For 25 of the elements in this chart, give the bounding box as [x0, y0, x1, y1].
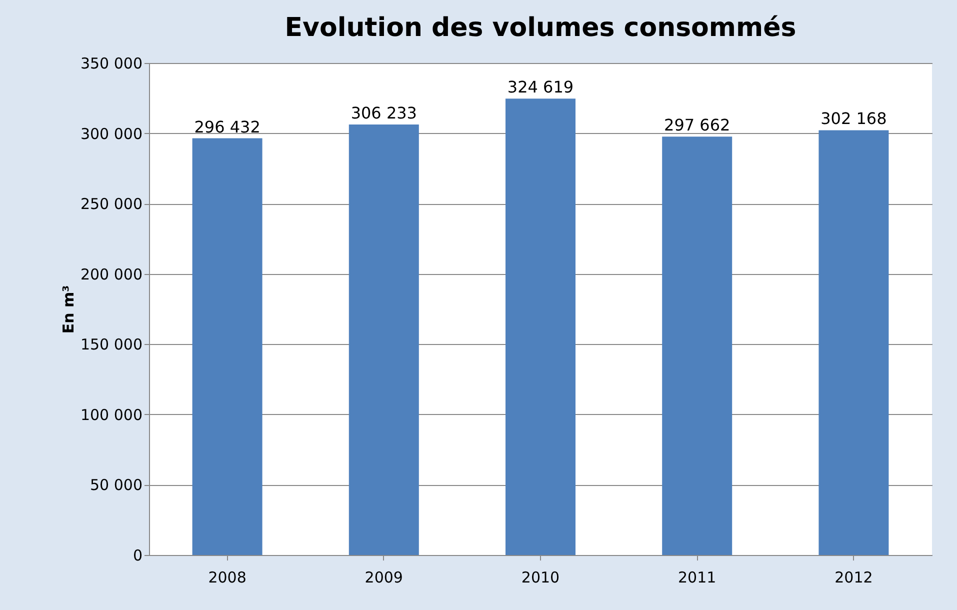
data-label: 302 168	[820, 109, 887, 128]
x-tick-label: 2008	[208, 568, 246, 586]
x-tick-label: 2012	[834, 568, 873, 586]
x-tick-label: 2011	[678, 568, 716, 586]
y-tick-label: 50 000	[90, 476, 142, 494]
bar	[348, 124, 419, 555]
y-tick-label: 250 000	[80, 195, 142, 214]
data-label: 297 662	[664, 116, 730, 135]
x-tick-label: 2010	[521, 568, 560, 586]
data-label: 296 432	[194, 117, 260, 136]
data-label: 324 619	[507, 78, 574, 97]
chart-title: Evolution des volumes consommés	[284, 13, 796, 43]
y-tick-label: 100 000	[80, 406, 142, 424]
y-tick-label: 350 000	[80, 54, 142, 72]
y-tick-label: 150 000	[80, 336, 142, 354]
bar	[818, 130, 889, 555]
data-label: 306 233	[350, 104, 417, 123]
x-tick-label: 2009	[364, 568, 403, 586]
bar	[662, 136, 732, 555]
y-tick-label: 200 000	[80, 265, 142, 284]
y-tick-label: 0	[132, 546, 142, 564]
bar	[192, 138, 262, 555]
bar	[506, 98, 576, 555]
y-tick-label: 300 000	[80, 124, 142, 143]
y-axis-title: En m³	[59, 285, 78, 334]
